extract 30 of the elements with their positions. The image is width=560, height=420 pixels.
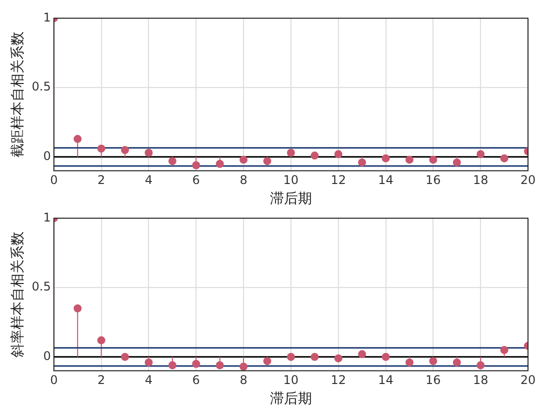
x-tick-label: 6 <box>192 173 200 188</box>
x-tick-label: 16 <box>426 173 441 188</box>
x-tick-label: 14 <box>378 373 394 388</box>
y-axis-title: 截距样本自相关系数 <box>10 32 26 158</box>
y-tick-label: 1 <box>43 210 51 224</box>
y-tick-label: 0.5 <box>32 80 51 94</box>
x-tick-label: 14 <box>378 173 394 188</box>
x-tick-label: 12 <box>330 373 346 388</box>
x-tick-label: 2 <box>97 373 106 388</box>
x-tick-label: 2 <box>97 173 106 188</box>
y-tick-label: 0.5 <box>32 280 51 294</box>
x-tick-label: 12 <box>330 173 346 188</box>
x-tick-label: 4 <box>144 173 153 188</box>
x-tick-label: 8 <box>240 373 248 388</box>
x-axis-title: 滞后期 <box>270 191 312 208</box>
x-axis-title: 滞后期 <box>270 391 312 408</box>
x-tick-label: 10 <box>283 373 299 388</box>
x-tick-label: 8 <box>240 173 248 188</box>
x-tick-label: 4 <box>144 373 153 388</box>
x-tick-label: 16 <box>426 373 441 388</box>
y-tick-label: 1 <box>43 10 51 24</box>
y-tick-label: 0 <box>43 349 51 364</box>
y-axis-title: 斜率样本自相关系数 <box>10 232 26 358</box>
x-tick-label: 10 <box>283 173 299 188</box>
x-tick-label: 18 <box>472 173 488 188</box>
x-tick-label: 20 <box>520 173 536 188</box>
x-tick-label: 18 <box>472 373 488 388</box>
x-tick-label: 6 <box>192 373 200 388</box>
y-tick-label: 0 <box>43 149 51 164</box>
x-tick-label: 20 <box>520 373 536 388</box>
